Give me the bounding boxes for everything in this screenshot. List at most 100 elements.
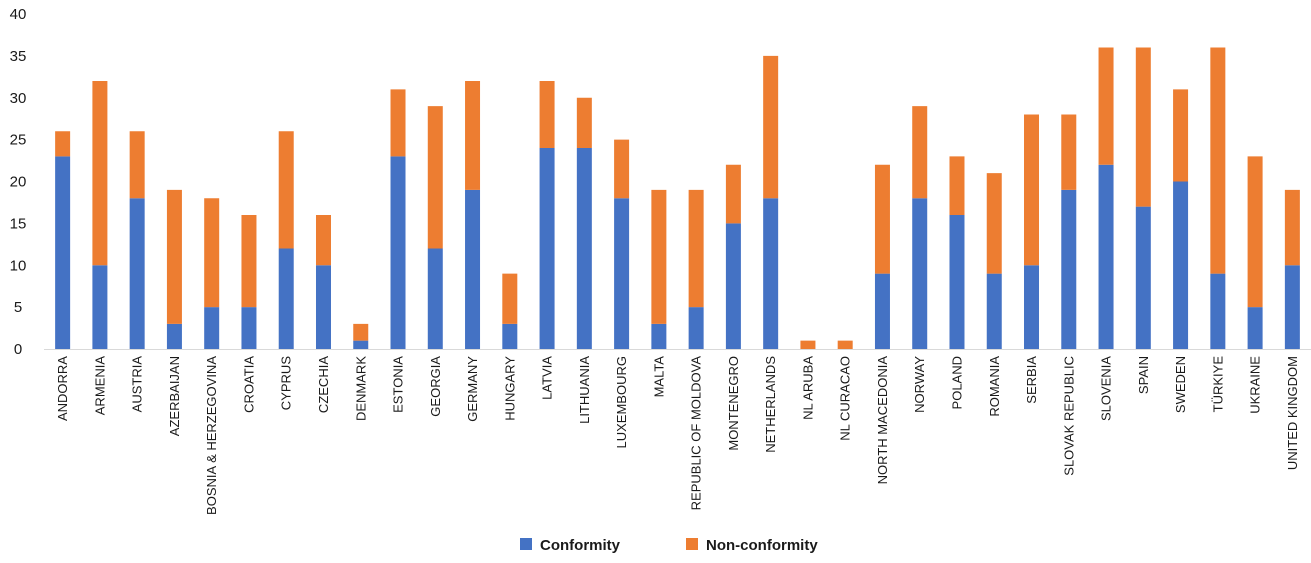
bar-non-conformity [1098,47,1114,165]
bar-conformity [1098,164,1114,349]
bar-non-conformity [874,164,890,274]
x-category-label: UNITED KINGDOM [1285,356,1300,470]
bar-non-conformity [166,189,182,324]
x-category-label: ARMENIA [92,356,107,416]
bar-conformity [1135,206,1151,350]
y-tick-label: 5 [14,299,22,316]
x-category-label: SLOVENIA [1099,356,1114,421]
legend-label-non-conformity: Non-conformity [706,537,818,554]
bar-non-conformity [949,156,965,215]
x-category-label: UKRAINE [1248,356,1263,414]
x-category-label: NL ARUBA [800,356,815,420]
x-category-label: DENMARK [353,356,368,421]
y-tick-label: 35 [10,48,27,65]
bar-conformity [912,198,928,349]
y-tick-label: 30 [10,90,27,107]
bars [55,47,1300,350]
bar-conformity [763,198,779,349]
legend-label-conformity: Conformity [540,537,621,554]
x-category-label: ANDORRA [55,356,70,421]
x-category-label: SPAIN [1136,356,1151,394]
bar-conformity [241,307,257,350]
y-tick-label: 25 [10,132,27,149]
bar-conformity [614,198,630,349]
bar-conformity [651,323,667,350]
bar-non-conformity [1210,47,1226,274]
x-category-label: SWEDEN [1173,356,1188,413]
bar-non-conformity [1247,156,1263,308]
x-category-label: GEORGIA [428,356,443,417]
x-category-label: MONTENEGRO [726,356,741,451]
bar-non-conformity [278,131,294,249]
bar-conformity [129,198,145,349]
y-tick-label: 0 [14,341,22,358]
bar-non-conformity [241,215,257,308]
bar-conformity [353,340,369,350]
x-category-label: AZERBAIJAN [167,356,182,436]
bar-non-conformity [576,97,592,148]
bar-conformity [427,248,443,349]
x-category-label: POLAND [949,356,964,409]
bar-conformity [204,307,220,350]
bar-conformity [1284,265,1300,349]
bar-non-conformity [1024,114,1040,266]
bar-non-conformity [763,55,779,199]
y-tick-label: 40 [10,6,27,23]
x-category-label: TÜRKIYE [1210,356,1225,413]
x-category-label: AUSTRIA [130,356,145,413]
bar-non-conformity [204,198,220,308]
bar-non-conformity [1061,114,1077,190]
x-category-label: NORWAY [912,356,927,413]
bar-conformity [92,265,108,349]
bar-non-conformity [1284,189,1300,266]
bar-non-conformity [502,273,518,324]
bar-non-conformity [837,340,853,350]
x-category-label: ESTONIA [391,356,406,413]
bar-conformity [166,323,182,350]
bar-conformity [55,156,71,349]
bar-conformity [539,148,555,349]
bar-non-conformity [465,81,481,190]
y-tick-label: 10 [10,257,27,274]
bar-non-conformity [986,173,1002,274]
x-category-label: SLOVAK REPUBLIC [1061,356,1076,476]
bar-conformity [986,273,1002,350]
bar-conformity [1024,265,1040,349]
legend: Conformity Non-conformity [520,537,818,554]
bar-non-conformity [1135,47,1151,207]
bar-non-conformity [92,81,108,266]
bar-non-conformity [912,106,928,199]
x-category-label: NL CURACAO [838,356,853,441]
x-category-label: NORTH MACEDONIA [875,356,890,485]
bar-non-conformity [55,131,71,157]
bar-conformity [949,215,965,349]
bar-non-conformity [353,323,369,341]
y-tick-label: 20 [10,174,27,191]
bar-conformity [390,156,406,349]
bar-conformity [688,307,704,350]
legend-swatch-non-conformity [686,538,698,550]
bar-non-conformity [651,189,667,324]
bar-non-conformity [688,189,704,308]
bar-non-conformity [390,89,406,157]
bar-conformity [576,148,592,349]
bar-conformity [1173,181,1189,349]
x-axis: ANDORRA ARMENIA AUSTRIA AZERBAIJAN BOSNIA & … [44,349,1311,515]
x-category-label: HUNGARY [502,356,517,421]
bar-non-conformity [1173,89,1189,182]
bar-non-conformity [539,81,555,148]
bar-conformity [465,189,481,350]
bar-conformity [725,223,741,350]
bar-non-conformity [129,131,145,199]
bar-conformity [502,323,518,350]
x-category-label: CZECHIA [316,356,331,413]
bar-conformity [874,273,890,350]
x-category-label: CROATIA [241,356,256,413]
x-category-label: SERBIA [1024,356,1039,404]
bar-conformity [315,265,331,349]
x-category-label: REPUBLIC OF MOLDOVA [689,356,704,511]
x-category-label: LUXEMBOURG [614,356,629,448]
x-category-label: GERMANY [465,356,480,422]
